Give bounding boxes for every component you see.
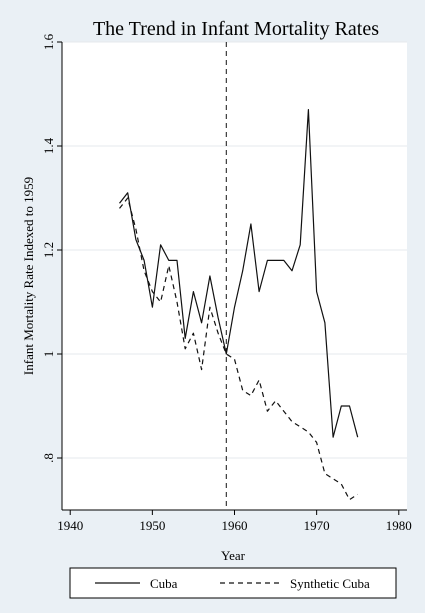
series-layer bbox=[119, 108, 359, 501]
y-tick-label: 1.2 bbox=[41, 242, 56, 258]
y-tick-label: .8 bbox=[41, 453, 56, 463]
y-tick-label: 1.6 bbox=[41, 33, 56, 50]
x-tick-label: 1940 bbox=[57, 518, 83, 533]
y-tick-label: 1.4 bbox=[41, 137, 56, 154]
legend-label-synthetic-cuba: Synthetic Cuba bbox=[290, 576, 370, 591]
legend-label-cuba: Cuba bbox=[150, 576, 178, 591]
series-line-synthetic-cuba bbox=[119, 197, 359, 501]
series-line-cuba bbox=[119, 108, 359, 438]
y-tick-label: 1 bbox=[41, 351, 56, 358]
grid-layer bbox=[62, 41, 407, 459]
x-tick-label: 1970 bbox=[304, 518, 330, 533]
x-tick-label: 1950 bbox=[139, 518, 165, 533]
x-tick-label: 1980 bbox=[386, 518, 412, 533]
x-axis-title: Year bbox=[221, 548, 246, 563]
tick-layer: .8 1 1.2 1.4 1.6 1940 1950 1960 1970 1980 bbox=[41, 33, 412, 533]
plot-area bbox=[62, 42, 407, 510]
y-axis-title: Infant Mortality Rate Indexed to 1959 bbox=[21, 177, 36, 375]
chart-title: The Trend in Infant Mortality Rates bbox=[93, 18, 379, 40]
x-tick-label: 1960 bbox=[222, 518, 248, 533]
